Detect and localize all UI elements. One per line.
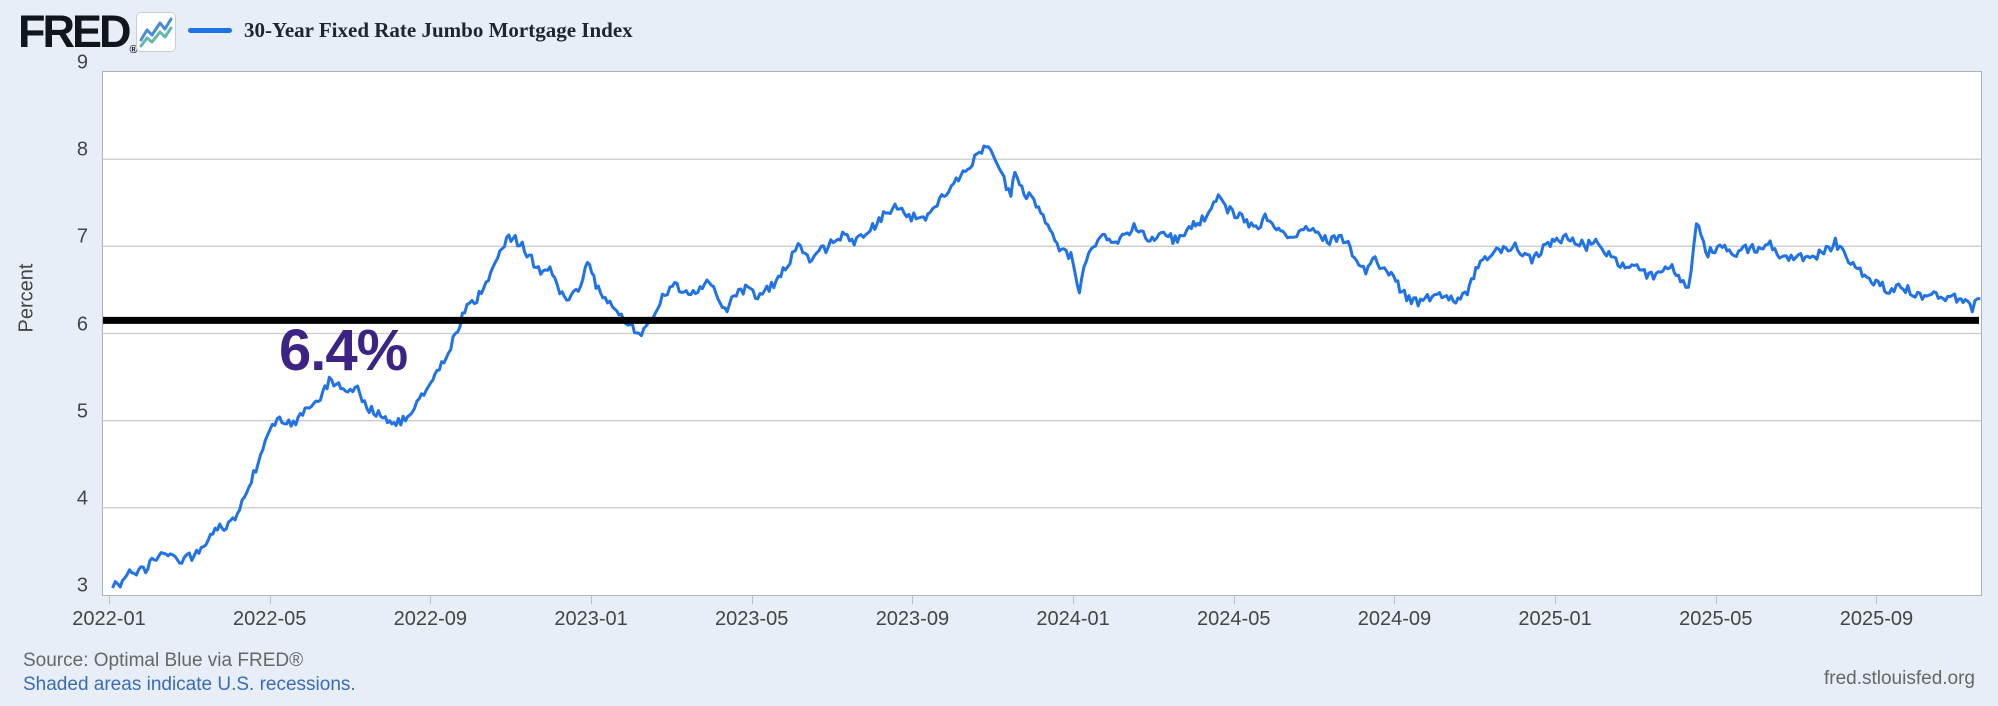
x-axis-tick-mark <box>1715 595 1717 604</box>
x-axis-tick-mark <box>430 595 432 604</box>
x-axis-tick-mark <box>1394 595 1396 604</box>
x-axis-tick-mark <box>1876 595 1878 604</box>
y-axis-tick-label: 3 <box>76 574 88 597</box>
y-axis-tick-label: 5 <box>76 400 88 423</box>
x-axis-tick-mark <box>912 595 914 604</box>
x-axis-tick-mark <box>1073 595 1075 604</box>
x-axis-tick-mark <box>269 595 271 604</box>
y-axis-tick-label: 9 <box>76 51 88 74</box>
x-axis-tick-mark <box>109 595 110 604</box>
site-url-text: fred.stlouisfed.org <box>1823 668 1975 689</box>
chart-canvas[interactable] <box>103 72 1981 595</box>
x-axis-tick-mark <box>751 595 753 604</box>
x-axis-tick-label: 2023-05 <box>715 608 789 630</box>
x-axis-tick-label: 2024-09 <box>1357 608 1432 630</box>
chart-plot-area[interactable]: 6.4% <box>102 71 1982 596</box>
legend-series-label: 30-Year Fixed Rate Jumbo Mortgage Index <box>244 18 633 42</box>
x-axis-tick-label: 2023-01 <box>554 608 628 630</box>
x-axis-tick-label: 2024-05 <box>1197 608 1271 630</box>
x-axis-tick-label: 2025-05 <box>1679 608 1753 630</box>
x-axis-tick-label: 2025-09 <box>1839 608 1914 630</box>
y-axis: 9 8 7 6 5 4 3 <box>0 0 100 650</box>
recessions-note-link[interactable]: Shaded areas indicate U.S. recessions. <box>23 674 356 695</box>
fred-logo-text: FRED <box>18 6 131 57</box>
x-axis: 2022-01 2022-05 2022-09 2023-01 2023-05 2023-… <box>0 595 1998 639</box>
series-line <box>111 144 1981 589</box>
y-axis-tick-label: 7 <box>76 225 88 248</box>
sparkline-chart-icon <box>136 12 176 52</box>
y-axis-title: Percent <box>15 263 38 333</box>
legend-line-swatch <box>188 28 232 33</box>
x-axis-tick-mark <box>1555 595 1557 604</box>
y-axis-tick-label: 8 <box>76 138 88 161</box>
fred-logo: FRED® <box>18 6 138 58</box>
y-axis-tick-label: 4 <box>76 487 88 510</box>
x-axis-tick-mark <box>591 595 593 604</box>
annotation-rate-label: 6.4% <box>279 318 408 383</box>
x-axis-tick-mark <box>1233 595 1235 604</box>
x-axis-tick-label: 2023-09 <box>875 608 950 630</box>
x-axis-tick-label: 2022-05 <box>232 608 307 630</box>
x-axis-tick-label: 2022-01 <box>72 608 146 630</box>
registered-mark: ® <box>129 44 138 56</box>
x-axis-tick-label: 2025-01 <box>1518 608 1592 630</box>
y-axis-tick-label: 6 <box>76 313 88 335</box>
source-text: Source: Optimal Blue via FRED® <box>23 650 304 671</box>
x-axis-tick-label: 2022-09 <box>393 608 468 630</box>
x-axis-tick-label: 2024-01 <box>1036 608 1110 630</box>
